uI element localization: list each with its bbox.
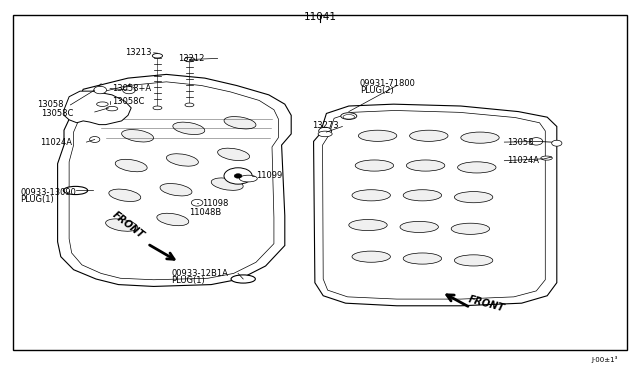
Ellipse shape (355, 160, 394, 171)
Ellipse shape (166, 154, 198, 166)
Circle shape (530, 138, 543, 145)
Ellipse shape (109, 189, 141, 202)
Ellipse shape (211, 178, 243, 190)
Ellipse shape (152, 54, 163, 58)
Text: 13058C: 13058C (112, 97, 145, 106)
Ellipse shape (239, 175, 257, 182)
Text: 13213: 13213 (125, 48, 151, 57)
Ellipse shape (461, 132, 499, 143)
Ellipse shape (185, 103, 194, 107)
Circle shape (93, 86, 106, 94)
Ellipse shape (410, 130, 448, 141)
Ellipse shape (106, 219, 138, 231)
Polygon shape (58, 74, 291, 286)
Ellipse shape (458, 162, 496, 173)
Ellipse shape (454, 255, 493, 266)
Text: 09931-71800: 09931-71800 (360, 79, 415, 88)
Text: 13212: 13212 (178, 54, 204, 63)
Text: PLUG(1): PLUG(1) (20, 195, 54, 204)
Ellipse shape (358, 130, 397, 141)
Ellipse shape (231, 275, 255, 283)
Ellipse shape (403, 190, 442, 201)
Ellipse shape (451, 223, 490, 234)
Ellipse shape (403, 253, 442, 264)
Ellipse shape (97, 102, 108, 106)
Text: 13058: 13058 (37, 100, 63, 109)
Ellipse shape (352, 190, 390, 201)
Circle shape (191, 199, 203, 206)
Text: 13273: 13273 (312, 121, 339, 130)
Ellipse shape (318, 131, 332, 137)
Circle shape (552, 140, 562, 146)
Ellipse shape (454, 192, 493, 203)
Text: 00933-12B1A: 00933-12B1A (172, 269, 228, 278)
Ellipse shape (115, 159, 147, 172)
Ellipse shape (218, 148, 250, 161)
Ellipse shape (349, 219, 387, 231)
Text: FRONT: FRONT (467, 294, 506, 313)
Text: J·00±1³: J·00±1³ (591, 356, 618, 363)
Ellipse shape (122, 129, 154, 142)
Text: 11048B: 11048B (189, 208, 221, 217)
Ellipse shape (160, 183, 192, 196)
Text: 00933-13090: 00933-13090 (20, 188, 76, 197)
Text: 11099: 11099 (256, 171, 282, 180)
Text: 11098: 11098 (202, 199, 228, 208)
Circle shape (90, 137, 100, 142)
Circle shape (319, 127, 332, 135)
Ellipse shape (400, 221, 438, 232)
Ellipse shape (106, 106, 118, 111)
Text: 13058+A: 13058+A (112, 84, 151, 93)
Polygon shape (314, 104, 557, 306)
Text: 13058C: 13058C (41, 109, 74, 118)
Text: 11024A: 11024A (507, 156, 539, 165)
Ellipse shape (184, 57, 195, 62)
Ellipse shape (153, 106, 162, 110)
Circle shape (234, 174, 242, 178)
Text: 11024A: 11024A (40, 138, 72, 147)
Polygon shape (64, 91, 131, 125)
Ellipse shape (352, 251, 390, 262)
Ellipse shape (406, 160, 445, 171)
Ellipse shape (343, 115, 355, 119)
Ellipse shape (173, 122, 205, 135)
Text: 11041: 11041 (303, 12, 337, 22)
Text: 13058: 13058 (507, 138, 533, 147)
Text: FRONT: FRONT (110, 209, 146, 240)
Ellipse shape (157, 213, 189, 226)
Text: PLUG(1): PLUG(1) (172, 276, 205, 285)
Circle shape (123, 86, 136, 94)
Ellipse shape (541, 156, 552, 160)
Ellipse shape (224, 116, 256, 129)
Ellipse shape (63, 186, 88, 195)
Text: PLUG(2): PLUG(2) (360, 86, 394, 95)
Circle shape (224, 168, 252, 184)
Ellipse shape (341, 113, 357, 119)
